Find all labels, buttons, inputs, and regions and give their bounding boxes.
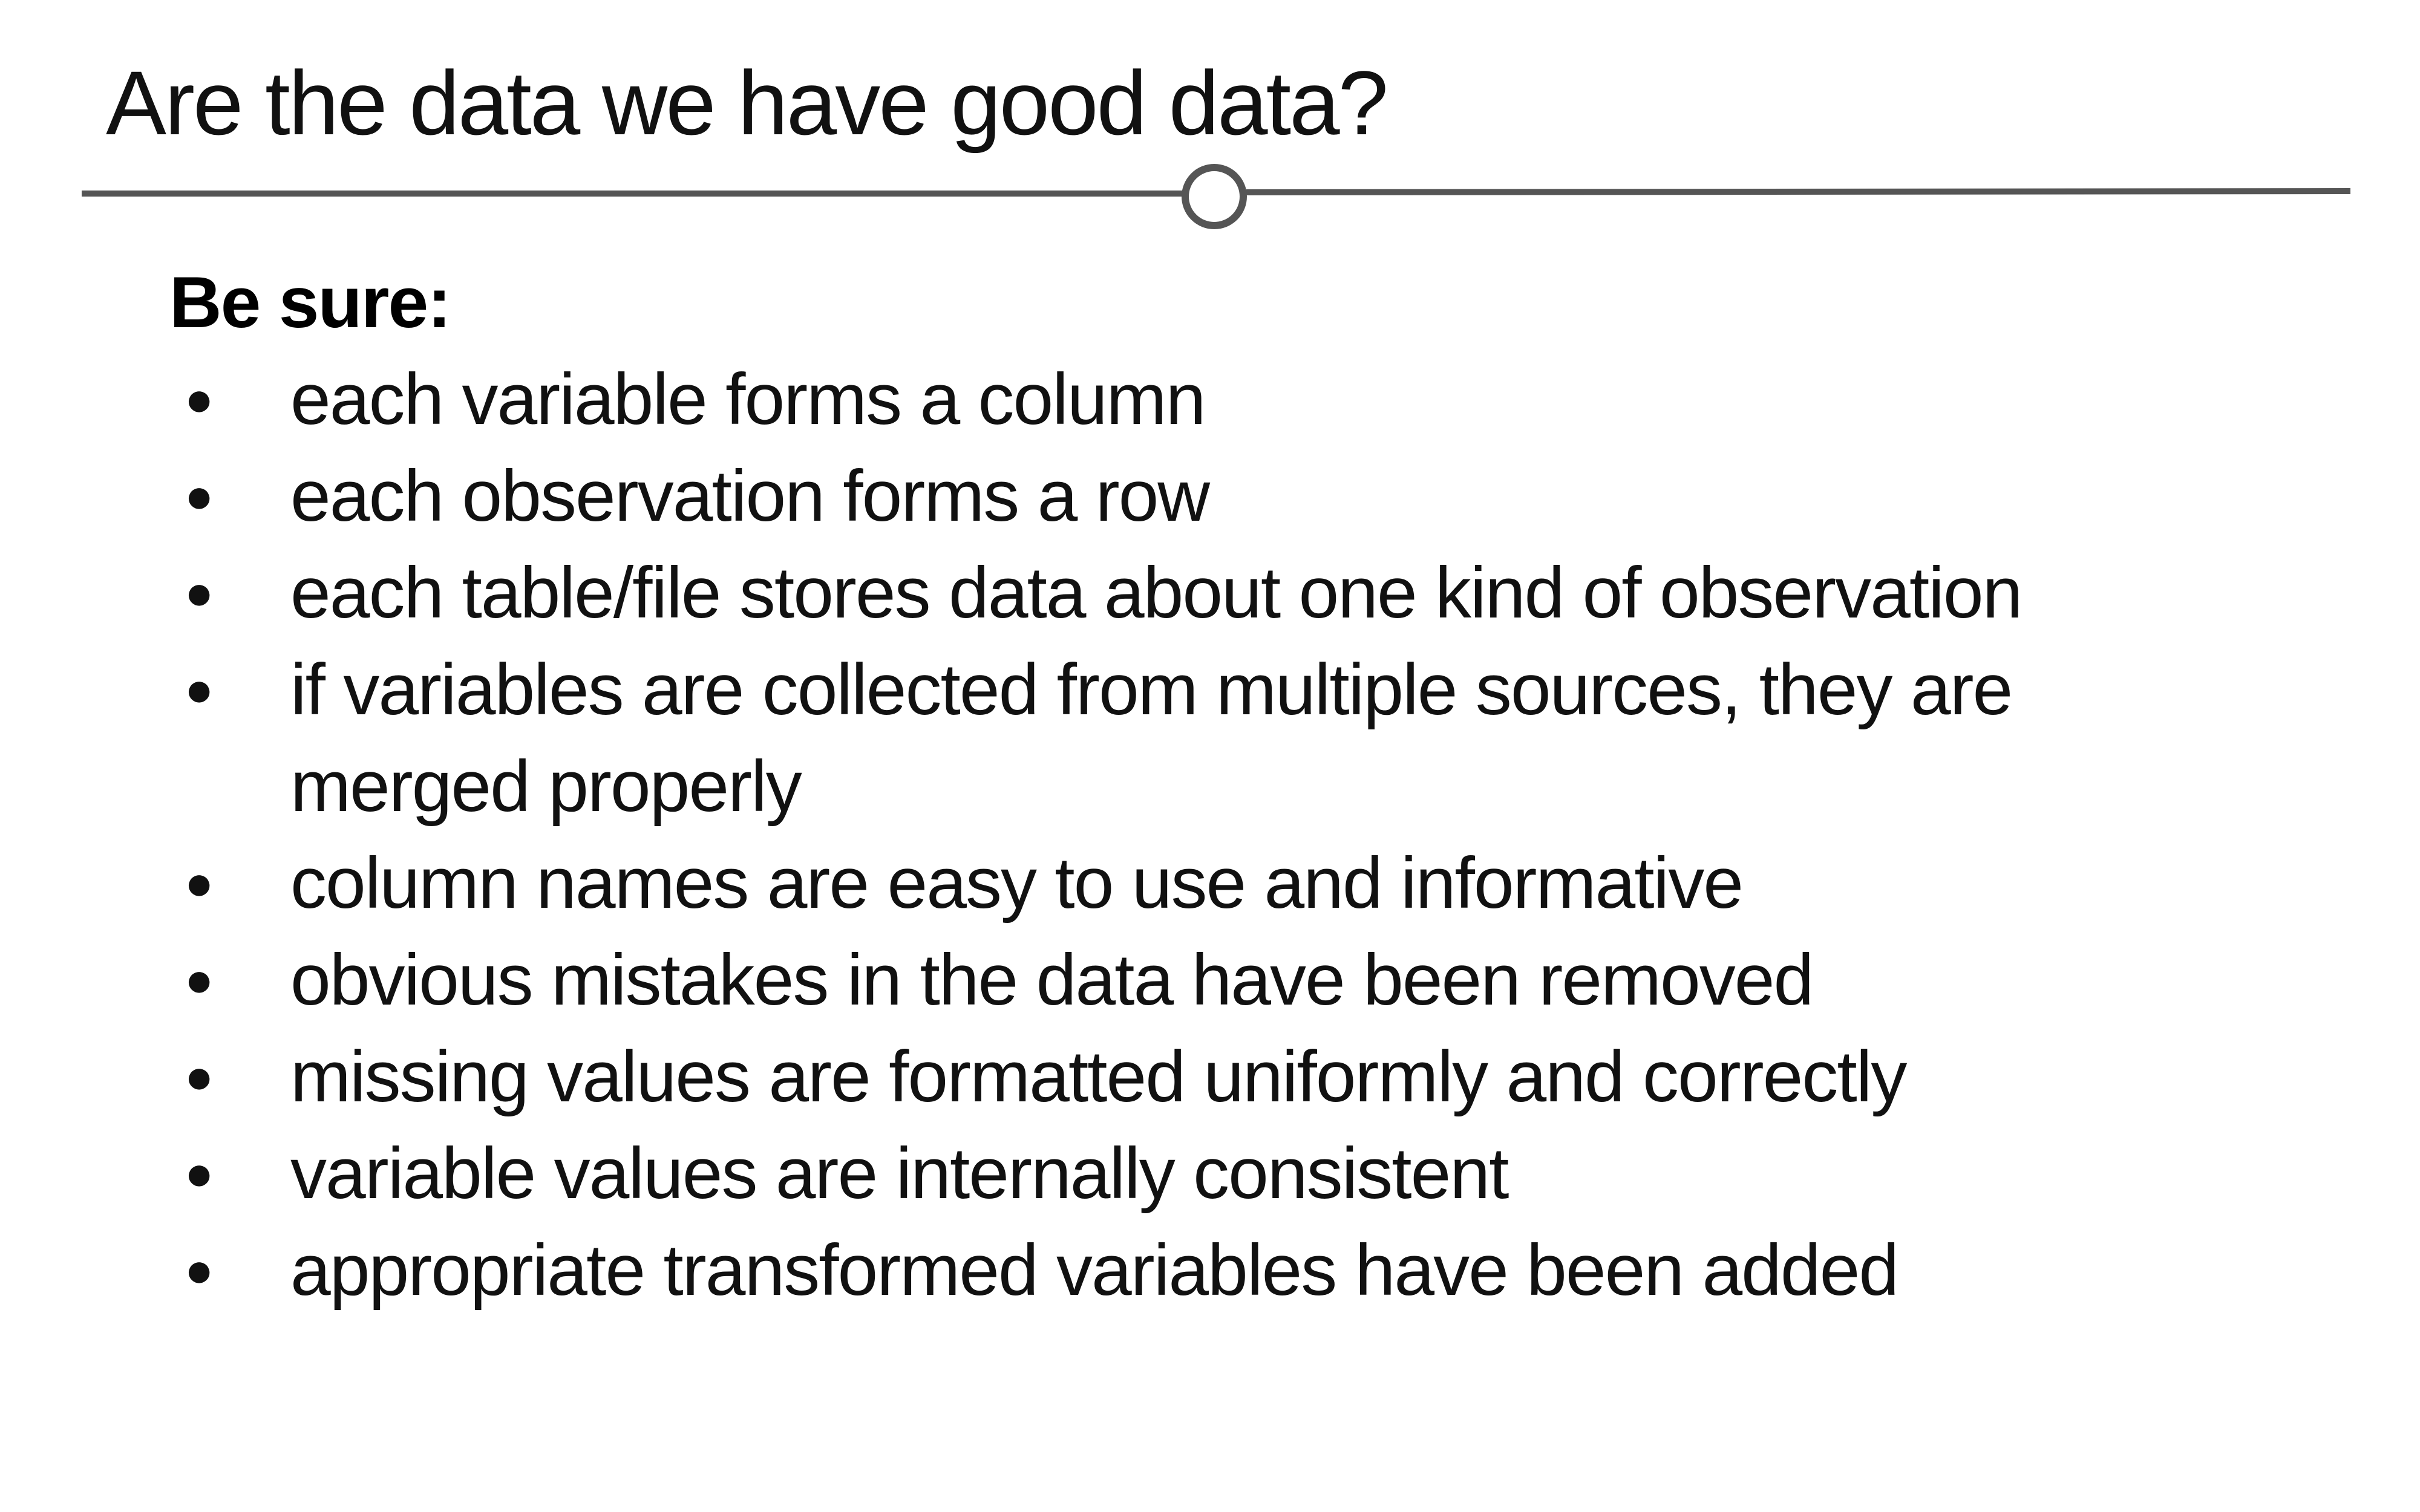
list-item: ● missing values are formatted uniformly… [169,1028,2287,1125]
divider-line-right [1246,188,2351,195]
list-item: ● each observation forms a row [169,448,2287,544]
list-item-text: variable values are internally consisten… [290,1133,1509,1214]
bullet-icon: ● [185,565,214,619]
bullet-icon: ● [185,1146,214,1200]
content-area: Be sure: ● each variable forms a column … [169,254,2287,1318]
list-item-text: missing values are formatted uniformly a… [290,1036,1907,1117]
list-item: ● each table/file stores data about one … [169,544,2287,641]
bullet-icon: ● [185,469,214,523]
list-item-text: each variable forms a column [290,359,1206,440]
bullet-icon: ● [185,1243,214,1297]
list-item-text: if variables are collected from multiple… [290,649,2013,827]
bullet-icon: ● [185,953,214,1006]
list-item: ● column names are easy to use and infor… [169,835,2287,931]
list-item-text: each table/file stores data about one ki… [290,552,2023,633]
divider-circle-icon [1182,164,1247,229]
bullet-icon: ● [185,662,214,716]
bullet-list: ● each variable forms a column ● each ob… [169,351,2287,1318]
bullet-icon: ● [185,372,214,426]
bullet-icon: ● [185,856,214,910]
list-item: ● if variables are collected from multip… [169,641,2287,835]
list-item: ● appropriate transformed variables have… [169,1222,2287,1318]
list-item-text: column names are easy to use and informa… [290,842,1744,924]
list-item: ● variable values are internally consist… [169,1125,2287,1222]
list-item: ● each variable forms a column [169,351,2287,448]
bullet-icon: ● [185,1049,214,1103]
list-item-text: each observation forms a row [290,455,1210,536]
list-item-text: appropriate transformed variables have b… [290,1230,1899,1311]
slide-title: Are the data we have good data? [106,52,1388,154]
list-item-text: obvious mistakes in the data have been r… [290,939,1814,1020]
list-item: ● obvious mistakes in the data have been… [169,931,2287,1028]
section-heading: Be sure: [169,262,451,343]
